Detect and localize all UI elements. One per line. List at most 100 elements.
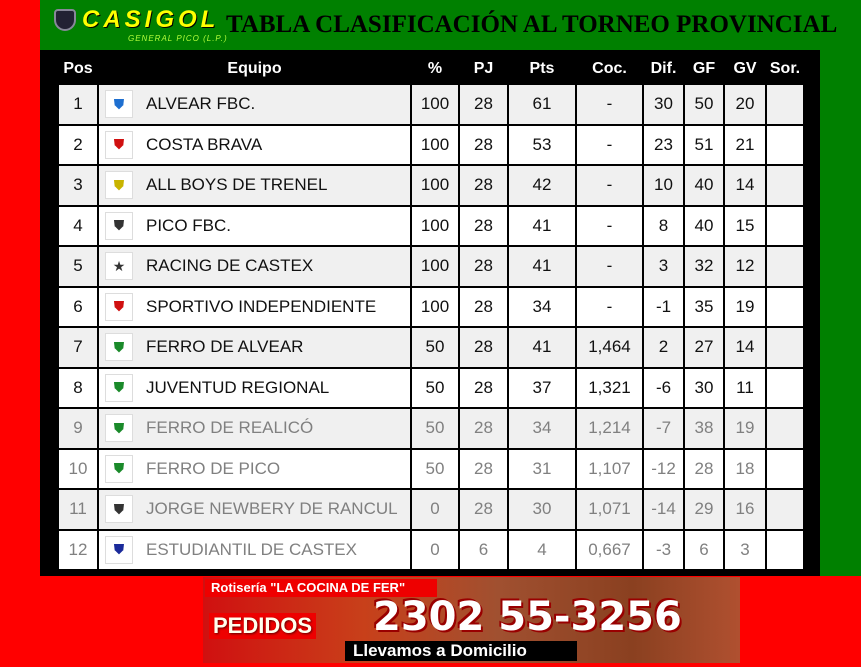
cell-sor — [765, 528, 805, 571]
cell-pts: 30 — [507, 488, 577, 531]
cell-gf: 50 — [683, 83, 725, 126]
cell-gv: 21 — [723, 123, 767, 166]
table-row: 2 ⛊ COSTA BRAVA 100 28 53-23 51 21 — [57, 123, 805, 166]
juventud-crest-icon: ⛊ — [105, 373, 133, 402]
brand-name: CASIGOL — [82, 6, 220, 33]
cell-sor — [765, 447, 805, 490]
cell-gv: 15 — [723, 204, 767, 247]
cell-pts: 31 — [507, 447, 577, 490]
cell-pj: 28 — [458, 407, 509, 450]
cell-pj: 28 — [458, 285, 509, 328]
table-row: 8 ⛊ JUVENTUD REGIONAL 50 28 37 1,321 -6 30 11 — [57, 366, 805, 409]
cell-sor — [765, 326, 805, 369]
cell-gf: 6 — [683, 528, 725, 571]
cell-sor — [765, 245, 805, 288]
cell-gv: 14 — [723, 326, 767, 369]
cell-gf: 35 — [683, 285, 725, 328]
column-header: Dif. — [650, 60, 677, 77]
cell-coc: - — [575, 83, 644, 126]
team-logo: ⛊ — [97, 123, 136, 166]
cell-coc: - — [575, 164, 644, 207]
cell-dif: -14 — [642, 488, 685, 531]
ferro-realico-crest-icon: ⛊ — [105, 414, 133, 443]
standings-board: Pos Equipo% PJ Pts Coc. Dif. GF GV Sor. 1 ⛊ ALVEAR… — [40, 50, 820, 576]
header: CASIGOL GENERAL PICO (L.P.) TABLA CLASIF… — [40, 0, 861, 50]
column-header: Pos — [63, 60, 93, 77]
cell-gv: 19 — [723, 407, 767, 450]
cell-gf: 40 — [683, 204, 725, 247]
team-logo: ⛊ — [97, 83, 136, 126]
newbery-crest-icon: ⛊ — [105, 495, 133, 524]
cell-coc: 0,667 — [575, 528, 644, 571]
cell-team: FERRO DE PICO — [136, 447, 412, 490]
cell-coc: 1,464 — [575, 326, 644, 369]
table-row: 6 ⛊ SPORTIVO INDEPENDIENTE 100 28 34- -1 35 19 — [57, 285, 805, 328]
column-header: % — [427, 60, 443, 77]
cell-sor — [765, 366, 805, 409]
table-row: 11 ⛊ JORGE NEWBERY DE RANCUL 0 28 30 1,071 -14 2… — [57, 488, 805, 531]
ad-pedidos: PEDIDOS — [209, 613, 317, 639]
cell-dif: -7 — [642, 407, 685, 450]
table-row: 9 ⛊ FERRO DE REALICÓ 50 28 34 1,214 -7 38 19 — [57, 407, 805, 450]
cell-gf: 38 — [683, 407, 725, 450]
cell-dif: 2 — [642, 326, 685, 369]
cell-pct: 100 — [410, 83, 460, 126]
table-row: 5 ★ RACING DE CASTEX 100 28 41-3 32 12 — [57, 245, 805, 288]
team-logo: ⛊ — [97, 285, 136, 328]
cell-pj: 28 — [458, 366, 509, 409]
cell-gf: 51 — [683, 123, 725, 166]
cell-pct: 0 — [410, 488, 460, 531]
racing-star-icon: ★ — [105, 252, 133, 281]
team-logo: ⛊ — [97, 164, 136, 207]
cell-gv: 18 — [723, 447, 767, 490]
costa-brava-crest-icon: ⛊ — [105, 130, 133, 159]
cell-gf: 32 — [683, 245, 725, 288]
column-header: GV — [733, 60, 757, 77]
cell-team: ALL BOYS DE TRENEL — [136, 164, 412, 207]
column-header: Pts — [529, 60, 555, 77]
cell-pos: 12 — [57, 528, 99, 571]
table-body: 1 ⛊ ALVEAR FBC. 100 28 61-30 50 20 2 ⛊ COSTA BRAVA… — [57, 83, 805, 571]
cell-pct: 0 — [410, 528, 460, 571]
cell-gf: 28 — [683, 447, 725, 490]
alvear-crest-icon: ⛊ — [105, 90, 133, 119]
cell-sor — [765, 164, 805, 207]
cell-gf: 27 — [683, 326, 725, 369]
cell-pts: 42 — [507, 164, 577, 207]
cell-pct: 100 — [410, 164, 460, 207]
advertisement-banner[interactable]: Rotisería "LA COCINA DE FER" PEDIDOS 230… — [203, 577, 740, 663]
cell-team: JUVENTUD REGIONAL — [136, 366, 412, 409]
cell-sor — [765, 204, 805, 247]
page-title: TABLA CLASIFICACIÓN AL TORNEO PROVINCIAL — [226, 11, 838, 38]
cell-coc: - — [575, 204, 644, 247]
cell-pj: 6 — [458, 528, 509, 571]
cell-dif: 3 — [642, 245, 685, 288]
cell-pos: 5 — [57, 245, 99, 288]
cell-pos: 8 — [57, 366, 99, 409]
cell-pj: 28 — [458, 123, 509, 166]
cell-coc: - — [575, 123, 644, 166]
cell-coc: 1,071 — [575, 488, 644, 531]
cell-coc: 1,321 — [575, 366, 644, 409]
team-logo: ⛊ — [97, 447, 136, 490]
cell-gv: 3 — [723, 528, 767, 571]
cell-gf: 29 — [683, 488, 725, 531]
cell-team: FERRO DE REALICÓ — [136, 407, 412, 450]
cell-pct: 100 — [410, 245, 460, 288]
ferro-pico-crest-icon: ⛊ — [105, 454, 133, 483]
cell-dif: -6 — [642, 366, 685, 409]
table-row: 3 ⛊ ALL BOYS DE TRENEL 100 28 42-10 40 14 — [57, 164, 805, 207]
cell-pos: 1 — [57, 83, 99, 126]
cell-pos: 3 — [57, 164, 99, 207]
cell-pj: 28 — [458, 83, 509, 126]
cell-pos: 7 — [57, 326, 99, 369]
cell-gv: 11 — [723, 366, 767, 409]
cell-pct: 50 — [410, 366, 460, 409]
cell-team: FERRO DE ALVEAR — [136, 326, 412, 369]
cell-pct: 100 — [410, 204, 460, 247]
cell-pts: 41 — [507, 245, 577, 288]
cell-team: PICO FBC. — [136, 204, 412, 247]
cell-pct: 100 — [410, 123, 460, 166]
cell-pj: 28 — [458, 488, 509, 531]
independiente-crest-icon: ⛊ — [105, 292, 133, 321]
